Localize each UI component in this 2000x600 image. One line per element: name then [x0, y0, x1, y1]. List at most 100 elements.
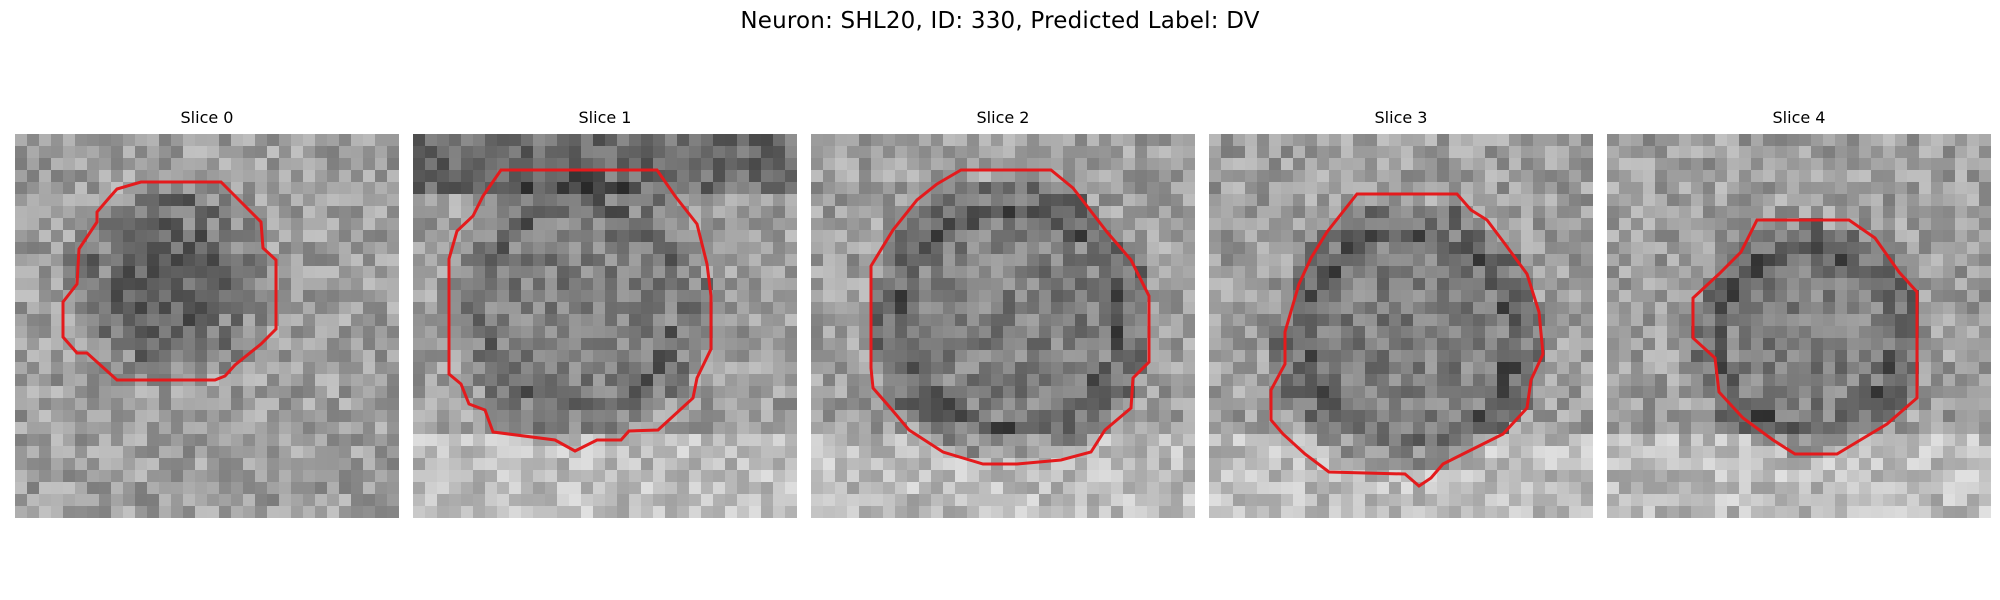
pixel	[111, 290, 123, 302]
pixel	[557, 146, 569, 158]
pixel	[279, 386, 291, 398]
pixel	[413, 290, 425, 302]
pixel	[1485, 242, 1497, 254]
pixel	[1473, 218, 1485, 230]
pixel	[123, 254, 135, 266]
pixel	[1569, 158, 1581, 170]
pixel	[111, 398, 123, 410]
pixel	[1099, 278, 1111, 290]
pixel	[1871, 146, 1883, 158]
pixel	[1293, 134, 1305, 146]
pixel	[1509, 350, 1521, 362]
pixel	[533, 170, 545, 182]
pixel	[1245, 446, 1257, 458]
pixel	[303, 170, 315, 182]
pixel	[533, 446, 545, 458]
pixel	[99, 134, 111, 146]
pixel	[1461, 134, 1473, 146]
pixel	[1015, 494, 1027, 506]
pixel	[171, 278, 183, 290]
pixel	[1619, 386, 1631, 398]
pixel	[701, 170, 713, 182]
pixel	[291, 350, 303, 362]
pixel	[1979, 398, 1991, 410]
pixel	[593, 338, 605, 350]
pixel	[87, 458, 99, 470]
pixel	[593, 194, 605, 206]
pixel	[773, 230, 785, 242]
pixel	[1401, 410, 1413, 422]
pixel	[327, 170, 339, 182]
pixel	[1473, 158, 1485, 170]
pixel	[1581, 134, 1593, 146]
pixel	[665, 314, 677, 326]
pixel	[1919, 362, 1931, 374]
pixel	[1027, 302, 1039, 314]
pixel	[689, 278, 701, 290]
pixel	[75, 206, 87, 218]
pixel	[1799, 278, 1811, 290]
pixel	[255, 506, 267, 518]
pixel	[1979, 158, 1991, 170]
pixel	[1135, 422, 1147, 434]
pixel	[1051, 386, 1063, 398]
pixel	[1557, 182, 1569, 194]
pixel	[1823, 230, 1835, 242]
pixel	[907, 266, 919, 278]
pixel	[895, 170, 907, 182]
pixel	[641, 170, 653, 182]
pixel	[387, 206, 399, 218]
pixel	[303, 326, 315, 338]
pixel	[461, 206, 473, 218]
pixel	[1967, 158, 1979, 170]
pixel	[1473, 314, 1485, 326]
pixel	[1979, 410, 1991, 422]
pixel	[665, 158, 677, 170]
pixel	[497, 146, 509, 158]
pixel	[1485, 458, 1497, 470]
pixel	[1209, 410, 1221, 422]
pixel	[1341, 422, 1353, 434]
pixel	[99, 242, 111, 254]
pixel	[689, 482, 701, 494]
pixel	[1967, 434, 1979, 446]
pixel	[195, 218, 207, 230]
pixel	[425, 446, 437, 458]
pixel	[1943, 254, 1955, 266]
pixel	[1871, 386, 1883, 398]
pixel	[689, 170, 701, 182]
pixel	[413, 314, 425, 326]
pixel	[1883, 158, 1895, 170]
pixel	[1051, 350, 1063, 362]
pixel	[75, 398, 87, 410]
pixel	[1907, 230, 1919, 242]
pixel	[605, 398, 617, 410]
pixel	[749, 458, 761, 470]
pixel	[1075, 410, 1087, 422]
pixel	[653, 326, 665, 338]
pixel	[437, 374, 449, 386]
pixel	[1679, 182, 1691, 194]
pixel	[1233, 458, 1245, 470]
pixel	[557, 314, 569, 326]
pixel	[425, 338, 437, 350]
pixel	[1233, 242, 1245, 254]
pixel	[521, 362, 533, 374]
pixel	[1473, 206, 1485, 218]
pixel	[1931, 170, 1943, 182]
pixel	[147, 302, 159, 314]
pixel	[231, 482, 243, 494]
pixel	[581, 506, 593, 518]
pixel	[617, 362, 629, 374]
pixel	[785, 338, 797, 350]
pixel	[267, 338, 279, 350]
pixel	[1015, 374, 1027, 386]
pixel	[1257, 266, 1269, 278]
pixel	[835, 218, 847, 230]
pixel	[1147, 254, 1159, 266]
pixel	[1377, 254, 1389, 266]
pixel	[87, 278, 99, 290]
pixel	[1123, 314, 1135, 326]
pixel	[135, 278, 147, 290]
pixel	[1221, 350, 1233, 362]
